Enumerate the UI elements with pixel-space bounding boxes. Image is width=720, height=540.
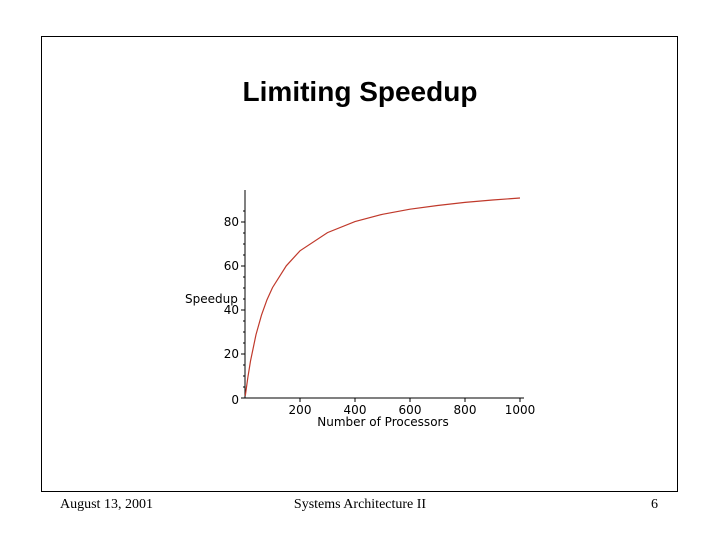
x-tick-label: 1000 <box>505 403 536 417</box>
y-axis-label: Speedup <box>185 292 238 306</box>
y-tick-label: 80 <box>224 215 239 229</box>
x-tick-label: 400 <box>344 403 367 417</box>
y-tick-label: 40 <box>224 303 239 317</box>
slide-title: Limiting Speedup <box>242 76 478 107</box>
footer-date: August 13, 2001 <box>60 497 153 512</box>
y-tick-label: 60 <box>224 259 239 273</box>
x-tick-label: 800 <box>454 403 477 417</box>
footer-course: Systems Architecture II <box>293 497 427 512</box>
speedup-curve <box>244 197 521 396</box>
slide-frame <box>41 36 678 492</box>
y-tick-label: 0 <box>231 393 239 407</box>
x-axis-label: Number of Processors <box>317 415 448 429</box>
footer-page-number: 6 <box>651 497 658 512</box>
x-tick-label: 600 <box>399 403 422 417</box>
y-tick-label: 20 <box>224 347 239 361</box>
x-tick-label: 200 <box>289 403 312 417</box>
